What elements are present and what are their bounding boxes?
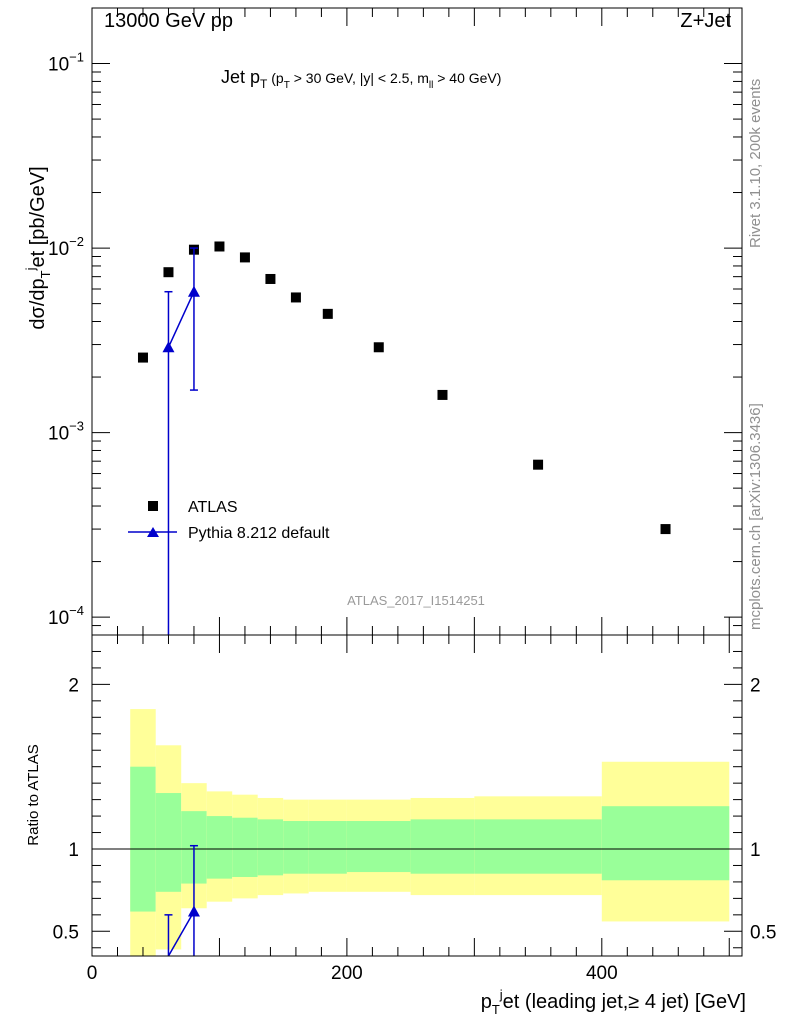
header-left: 13000 GeV pp xyxy=(104,10,233,32)
inner-band-bin xyxy=(206,816,233,879)
ratio-y-tick-label-right: 0.5 xyxy=(750,922,776,943)
inner-band-bin xyxy=(346,821,411,873)
inner-band-bin xyxy=(283,821,309,874)
atlas-point xyxy=(660,524,671,535)
atlas-point xyxy=(163,267,174,278)
legend-mc-marker xyxy=(147,527,159,537)
ratio-y-tick-label: 1 xyxy=(68,840,79,861)
main-title: Jet pT (pT > 30 GeV, |y| < 2.5, mll > 40… xyxy=(221,67,501,91)
header-right: Z+Jet xyxy=(680,10,731,32)
inner-band-bin xyxy=(601,806,730,881)
legend-atlas-label: ATLAS xyxy=(188,499,238,516)
main-data-marks xyxy=(137,241,671,635)
atlas-point xyxy=(533,459,544,470)
ratio-y-tick-label-right: 1 xyxy=(750,840,761,861)
ratio-data-marks xyxy=(164,844,200,957)
ratio-pythia-line xyxy=(167,911,195,957)
ratio-y-tick-label-right: 2 xyxy=(750,675,761,696)
legend-atlas-marker xyxy=(148,501,158,511)
side-text-bottom: mcplots.cern.ch [arXiv:1306.3436] xyxy=(747,403,764,630)
x-axis-label: pTjet (leading jet,≥ 4 jet) [GeV] xyxy=(481,987,746,1017)
inner-band-bin xyxy=(130,766,156,912)
main-y-label: dσ/dpTjet [pb/GeV] xyxy=(23,166,53,329)
atlas-point xyxy=(214,241,225,252)
ratio-y-label: Ratio to ATLAS xyxy=(25,744,42,845)
pythia-line xyxy=(167,291,195,348)
inner-band-bin xyxy=(257,819,284,876)
y-tick-label: 10−4 xyxy=(48,603,84,629)
x-tick-label: 0 xyxy=(87,963,98,984)
pythia-point xyxy=(162,341,175,353)
side-text-top: Rivet 3.1.10, 200k events xyxy=(747,79,764,248)
pythia-point xyxy=(187,285,200,297)
atlas-point xyxy=(265,273,276,284)
legend-mc-label: Pythia 8.212 default xyxy=(188,525,330,542)
inner-band-bin xyxy=(155,793,182,892)
atlas-point xyxy=(322,308,333,319)
atlas-point xyxy=(437,389,448,400)
legend: ATLAS Pythia 8.212 default xyxy=(128,499,330,542)
atlas-point xyxy=(373,342,384,353)
atlas-point xyxy=(239,252,250,263)
ratio-y-tick-label: 2 xyxy=(68,675,79,696)
x-tick-label: 400 xyxy=(586,963,618,984)
ratio-pythia-point xyxy=(187,905,200,917)
ratio-y-tick-label: 0.5 xyxy=(53,922,79,943)
x-tick-label: 200 xyxy=(331,963,363,984)
y-tick-label: 10−1 xyxy=(48,50,84,76)
main-axis-ticks: 10−4 10−3 10−2 10−1 xyxy=(48,7,742,636)
inner-band-bin xyxy=(410,819,475,874)
y-tick-label: 10−3 xyxy=(48,419,84,445)
analysis-watermark: ATLAS_2017_I1514251 xyxy=(347,593,485,608)
inner-band-bin xyxy=(232,817,258,877)
ratio-frame xyxy=(91,634,743,957)
atlas-point xyxy=(137,352,148,363)
inner-band-bin xyxy=(308,821,347,874)
inner-band-bin xyxy=(474,819,602,874)
atlas-point xyxy=(290,292,301,303)
y-tick-label: 10−2 xyxy=(48,234,84,260)
